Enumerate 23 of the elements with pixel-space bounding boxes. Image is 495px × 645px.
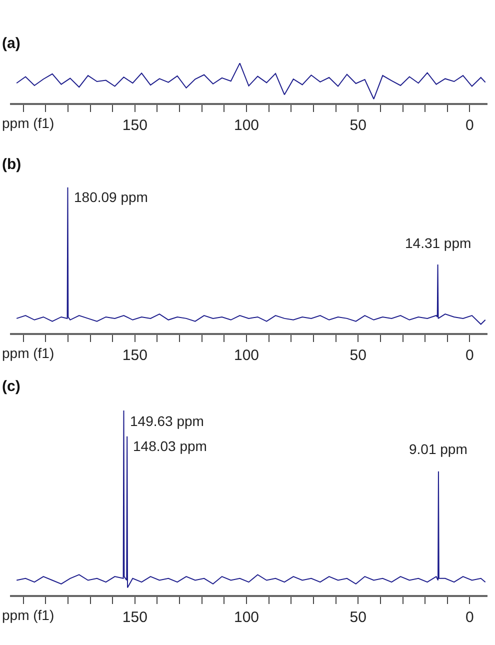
x-tick-label: 0	[466, 346, 474, 364]
x-tick-label: 50	[350, 116, 366, 134]
x-tick-label: 150	[122, 116, 148, 134]
x-tick-label: 0	[466, 608, 474, 626]
x-axis-title: ppm (f1)	[2, 607, 54, 623]
x-tick-label: 100	[234, 116, 260, 134]
x-tick-label: 150	[122, 608, 148, 626]
annotation: 149.63 ppm	[130, 413, 204, 429]
annotation: 9.01 ppm	[409, 441, 468, 457]
x-tick-label: 100	[234, 346, 260, 364]
x-axis-title: ppm (f1)	[2, 345, 54, 361]
x-tick-label: 50	[350, 346, 366, 364]
x-tick-label: 100	[234, 608, 260, 626]
annotation: 180.09 ppm	[74, 189, 148, 205]
x-tick-label: 0	[466, 116, 474, 134]
chart-title: (b)	[2, 156, 22, 173]
annotation: 14.31 ppm	[405, 235, 472, 251]
x-tick-label: 150	[122, 346, 148, 364]
chart-title: (c)	[2, 378, 20, 395]
annotation: 148.03 ppm	[133, 438, 207, 454]
chart-title: (a)	[2, 35, 20, 52]
x-axis-title: ppm (f1)	[2, 115, 54, 131]
x-tick-label: 50	[350, 608, 366, 626]
